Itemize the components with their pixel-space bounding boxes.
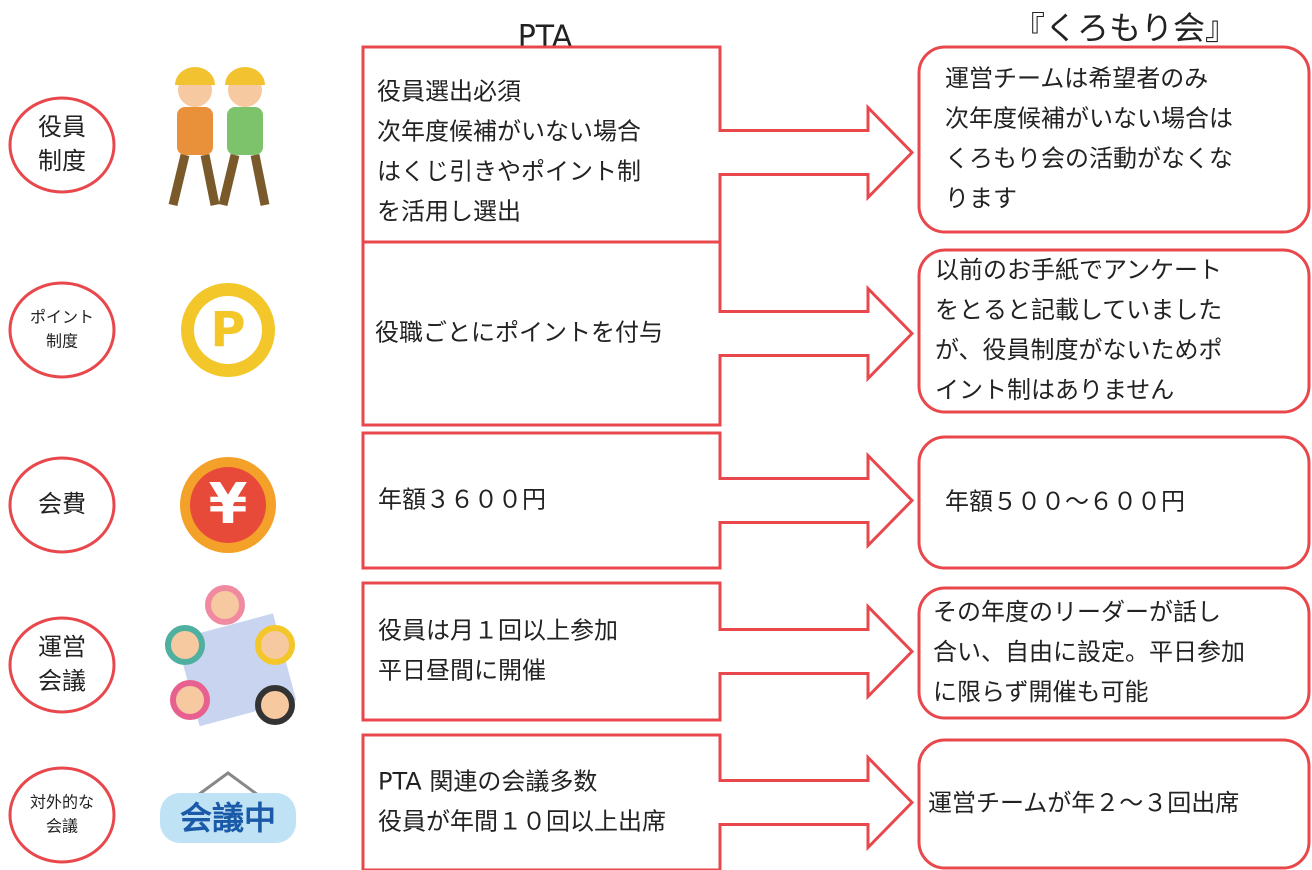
row-label: 会費 [38, 490, 86, 518]
pta-text: 次年度候補がいない場合 [377, 118, 641, 146]
pta-text: 平日昼間に開催 [378, 657, 546, 685]
row-label: 役員 [38, 113, 86, 141]
label-circle [8, 96, 116, 194]
pta-text: 役員選出必須 [377, 78, 521, 106]
icon-legs [218, 153, 270, 207]
pta-text: 役職ごとにポイントを付与 [375, 319, 663, 347]
icon-text: 会議中 [180, 799, 276, 837]
row-label: 運営 [38, 633, 86, 661]
icon-person [255, 625, 295, 665]
kuromori-box [917, 248, 1311, 414]
kuromori-box [917, 45, 1311, 234]
icon-body [227, 107, 263, 155]
kuromori-text: その年度のリーダーが話し [933, 598, 1221, 626]
kuromori-box [917, 738, 1311, 870]
icon-sign [160, 793, 296, 843]
kuromori-text: ります [945, 185, 1017, 213]
row-label: 会議 [38, 667, 86, 695]
icon-text: ¥ [209, 472, 248, 537]
icon-coin-inner [190, 467, 266, 543]
pta-box [361, 733, 915, 870]
kuromori-header: 『くろもり会』 [1013, 9, 1237, 47]
icon-cap [175, 67, 215, 85]
kuromori-text: イント制はありません [935, 376, 1174, 404]
icon-cap [225, 67, 265, 85]
label-circle [8, 456, 116, 554]
icon-person [170, 680, 210, 720]
icon-person [205, 585, 245, 625]
kuromori-text: 運営チームは希望者のみ [945, 65, 1208, 93]
icon-legs [168, 153, 220, 207]
kuromori-box [917, 435, 1311, 570]
kuromori-text: をとると記載していました [935, 296, 1222, 324]
icon-text: P [210, 302, 245, 358]
pta-text: 役員は月１回以上参加 [378, 617, 618, 645]
icon-person [165, 625, 205, 665]
pta-box [361, 240, 915, 427]
pta-text: PTA 関連の会議多数 [378, 768, 597, 796]
kuromori-text: くろもり会の活動がなくな [945, 145, 1233, 173]
pta-box [361, 431, 915, 570]
row-label: 制度 [38, 147, 86, 175]
kuromori-text: 次年度候補がいない場合は [945, 105, 1233, 133]
row-label: 対外的な [30, 793, 94, 812]
kuromori-text: が、役員制度がないためポ [935, 336, 1223, 364]
kuromori-text: に限らず開催も可能 [933, 678, 1149, 706]
icon-body [177, 107, 213, 155]
kuromori-box [917, 586, 1311, 720]
row-label: 制度 [46, 332, 78, 351]
pta-text: 役員が年間１０回以上出席 [378, 808, 666, 836]
kuromori-text: 運営チームが年２～３回出席 [928, 789, 1239, 817]
pta-text: 年額３６００円 [378, 486, 546, 514]
icon-coin-inner [194, 296, 262, 364]
label-circle [8, 616, 116, 714]
row-label: ポイント [30, 308, 94, 327]
kuromori-text: 年額５００～６００円 [945, 488, 1185, 516]
pta-text: はくじ引きやポイント制 [377, 158, 641, 186]
row-label: 会議 [46, 817, 78, 836]
label-circle [8, 766, 116, 864]
pta-box [361, 581, 915, 722]
kuromori-text: 以前のお手紙でアンケート [935, 256, 1222, 284]
icon-person [255, 685, 295, 725]
icon-string [197, 771, 259, 797]
label-circle [8, 281, 116, 379]
kuromori-text: 合い、自由に設定。平日参加 [933, 638, 1245, 666]
pta-text: を活用し選出 [377, 198, 521, 226]
